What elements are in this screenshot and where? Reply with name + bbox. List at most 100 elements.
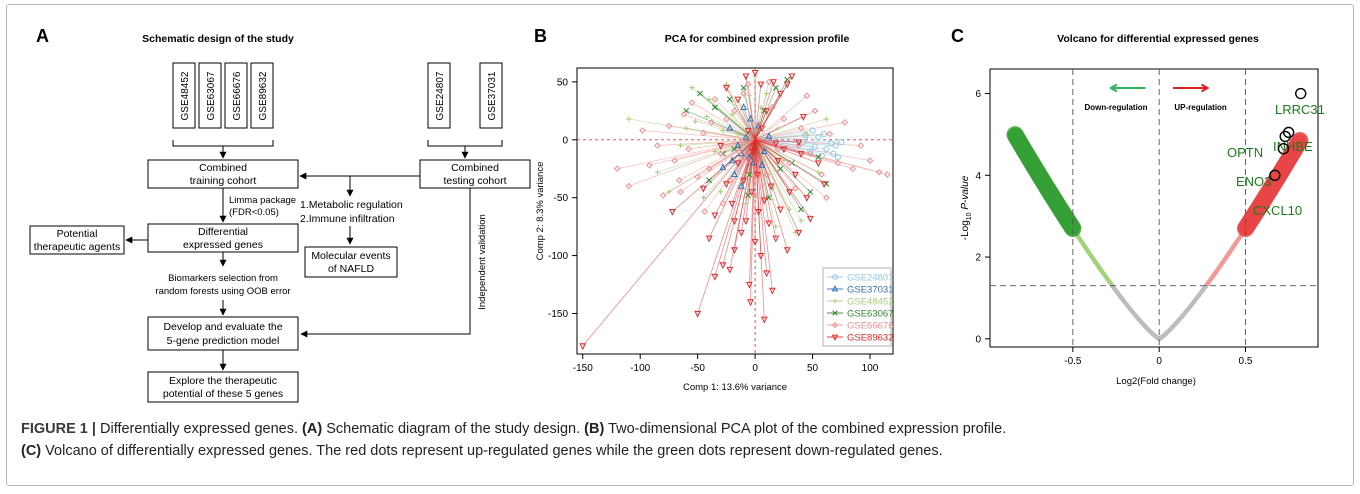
pca-spider-line bbox=[703, 139, 756, 198]
pca-point bbox=[665, 122, 673, 130]
pca-point bbox=[731, 107, 738, 115]
pca-point bbox=[804, 131, 810, 137]
pca-point bbox=[775, 125, 781, 131]
pca-point bbox=[797, 124, 805, 132]
pca-point bbox=[705, 165, 713, 173]
pca-point bbox=[737, 229, 745, 237]
dataset-label: GSE63067 bbox=[206, 71, 217, 120]
pca-points bbox=[579, 70, 891, 351]
pca-point bbox=[797, 151, 805, 158]
pca-legend-marker bbox=[832, 298, 838, 304]
pca-point bbox=[668, 208, 676, 216]
volcano-thresholds bbox=[990, 69, 1318, 347]
pca-point bbox=[744, 127, 752, 135]
pca-point bbox=[760, 316, 768, 324]
pca-point bbox=[826, 130, 834, 138]
pca-point bbox=[704, 114, 710, 120]
explore-line1: Explore the therapeutic bbox=[169, 375, 277, 387]
agents-line2: therapeutic agents bbox=[34, 241, 120, 253]
pca-point bbox=[802, 132, 809, 139]
pca-legend: GSE24807GSE37031GSE48452GSE63067GSE66676… bbox=[822, 267, 893, 347]
pca-point bbox=[726, 123, 734, 131]
pca-point bbox=[719, 262, 727, 270]
pca-point bbox=[745, 152, 753, 160]
validation-label: Independent validation bbox=[477, 214, 488, 310]
pca-point bbox=[745, 281, 753, 289]
pca-spider-line bbox=[691, 102, 756, 141]
pca-point bbox=[683, 125, 689, 131]
pca-point bbox=[763, 171, 770, 178]
pca-point bbox=[735, 131, 741, 137]
pca-point bbox=[689, 85, 695, 91]
pca-spider-line bbox=[754, 139, 819, 164]
pca-legend-label: GSE66676 bbox=[847, 321, 893, 332]
gene-label: ENO3 bbox=[1236, 174, 1271, 189]
pca-legend-marker bbox=[831, 321, 839, 329]
pca-point bbox=[786, 189, 793, 197]
pca-ytick-label: -50 bbox=[554, 193, 569, 204]
dataset-label: GSE37031 bbox=[487, 71, 498, 120]
pca-point bbox=[758, 161, 766, 168]
pca-point bbox=[749, 158, 757, 166]
combined-training-line2: training cohort bbox=[190, 175, 257, 187]
pca-point bbox=[731, 170, 738, 178]
pca-point bbox=[773, 224, 779, 230]
pca-xtick-label: 50 bbox=[807, 363, 819, 374]
caption-a-tag: (A) bbox=[302, 421, 323, 437]
pca-point bbox=[772, 235, 780, 243]
combined-testing-line2: testing cohort bbox=[443, 175, 506, 187]
pca-point bbox=[806, 215, 814, 223]
pca-point bbox=[799, 114, 807, 121]
analysis-item-2: 2.Immune infiltration bbox=[300, 213, 395, 225]
volcano-ytick-label: 4 bbox=[975, 171, 981, 182]
pca-point bbox=[875, 168, 883, 176]
pca-spider-line bbox=[726, 87, 756, 140]
model-box bbox=[147, 316, 299, 351]
panel-c-letter: C bbox=[951, 26, 964, 46]
pca-point bbox=[780, 146, 788, 154]
pca-spider-line bbox=[697, 139, 756, 314]
analysis-item-1: 1.Metabolic regulation bbox=[300, 199, 403, 211]
pca-point bbox=[625, 182, 633, 190]
up-arrow-icon bbox=[1172, 83, 1210, 93]
pca-point bbox=[742, 73, 750, 81]
pca-ytick-label: 0 bbox=[562, 135, 568, 146]
combined-testing-line1: Combined bbox=[451, 162, 499, 174]
pca-point bbox=[830, 150, 837, 157]
pca-point bbox=[765, 194, 772, 201]
pca-point bbox=[699, 185, 707, 193]
panel-b-pca: B PCA for combined expression profile -1… bbox=[534, 26, 894, 393]
gene-label: LRRC31 bbox=[1275, 102, 1325, 117]
pca-point bbox=[723, 115, 730, 123]
volcano-xtick-label: 0 bbox=[1156, 356, 1162, 367]
pca-point bbox=[740, 84, 747, 91]
pca-point bbox=[711, 273, 719, 281]
pca-point bbox=[792, 185, 799, 192]
volcano-xtick-label: 0.5 bbox=[1239, 356, 1253, 367]
pca-point bbox=[726, 96, 733, 103]
pca-point bbox=[807, 188, 814, 195]
pca-point bbox=[798, 206, 805, 213]
pca-point bbox=[677, 142, 684, 149]
pca-point bbox=[772, 84, 779, 91]
pca-point bbox=[760, 147, 768, 154]
pca-point bbox=[711, 95, 719, 103]
caption-c-tag: (C) bbox=[21, 443, 42, 459]
molecular-events-line2: of NAFLD bbox=[328, 263, 375, 275]
pca-spider-line bbox=[729, 99, 756, 141]
pca-point bbox=[815, 134, 822, 141]
volcano-title: Volcano for differential expressed genes bbox=[1057, 33, 1259, 45]
pca-point bbox=[740, 90, 747, 97]
pca-point bbox=[788, 73, 796, 81]
pca-spider-line bbox=[720, 139, 756, 155]
pca-point bbox=[776, 206, 784, 214]
limma-note-line2: (FDR<0.05) bbox=[229, 207, 279, 218]
pca-point bbox=[726, 177, 734, 184]
pca-point bbox=[694, 310, 702, 318]
pca-point bbox=[815, 154, 822, 161]
pca-spider-line bbox=[754, 95, 808, 141]
deg-box bbox=[147, 223, 299, 253]
pca-point bbox=[764, 90, 770, 97]
panel-a-flowchart: A Schematic design of the study GSE48452… bbox=[29, 26, 531, 403]
pca-point bbox=[820, 181, 828, 189]
